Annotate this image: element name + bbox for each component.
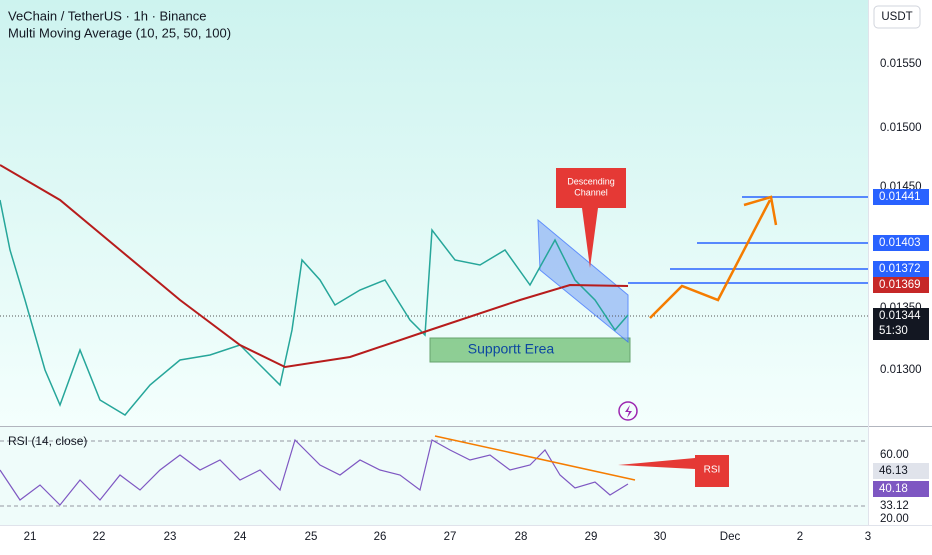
time-axis: 21 22 23 24 25 26 27 28 29 30 Dec 2 3 <box>24 531 872 543</box>
price-label: 0.01550 <box>880 58 922 70</box>
callout-text: Descending <box>567 176 615 186</box>
indicator-label: Multi Moving Average (10, 25, 50, 100) <box>8 25 231 40</box>
date-label: 3 <box>865 531 871 543</box>
channel-callout <box>556 168 626 268</box>
date-label: 21 <box>24 531 37 543</box>
date-label: 25 <box>305 531 318 543</box>
date-label: 26 <box>374 531 387 543</box>
price-line <box>0 199 629 416</box>
alert-icon[interactable] <box>618 401 638 421</box>
arrow-head <box>743 195 778 226</box>
level-box <box>873 261 929 277</box>
rsi-callout-text: RSI <box>704 465 721 476</box>
date-label: 24 <box>234 531 247 543</box>
level-label: 0.01441 <box>879 191 921 203</box>
rsi-title: RSI (14, close) <box>8 434 87 448</box>
last-price-box <box>873 308 929 340</box>
date-label: 22 <box>93 531 106 543</box>
rsi-label: 20.00 <box>880 513 909 525</box>
rsi-label: 60.00 <box>880 449 909 461</box>
projection-arrow <box>649 199 772 319</box>
rsi-trendline <box>434 435 636 481</box>
price-label: 0.01500 <box>880 122 922 134</box>
rsi-current-box <box>873 481 929 497</box>
price-label: 0.01300 <box>880 364 922 376</box>
level-label: 0.01403 <box>879 237 921 249</box>
rsi-callout <box>618 455 729 487</box>
support-label: Supportt Erea <box>468 341 555 357</box>
date-label: 2 <box>797 531 803 543</box>
date-label: 28 <box>515 531 528 543</box>
rsi-current: 40.18 <box>879 483 908 495</box>
date-label: Dec <box>720 531 741 543</box>
date-label: 27 <box>444 531 457 543</box>
moving-average <box>0 164 629 369</box>
ma-price-label: 0.01369 <box>879 279 921 291</box>
level-label: 0.01372 <box>879 263 921 275</box>
chart-title: VeChain / TetherUS · 1h · Binance <box>8 8 207 23</box>
rsi-label: 33.12 <box>880 500 909 512</box>
rsi-line <box>0 438 629 506</box>
date-label: 23 <box>164 531 177 543</box>
currency-box[interactable] <box>873 5 921 29</box>
support-zone <box>429 337 631 363</box>
level-box <box>873 235 929 251</box>
countdown: 51:30 <box>879 325 908 337</box>
currency: USDT <box>881 11 912 23</box>
lightning <box>625 405 632 418</box>
ma-box <box>873 277 929 293</box>
rsi-ma-box <box>873 463 929 479</box>
callout-text: Channel <box>574 187 608 197</box>
level-box <box>873 189 929 205</box>
last-price: 0.01344 <box>879 310 921 322</box>
rsi-ma: 46.13 <box>879 465 908 477</box>
date-label: 29 <box>585 531 598 543</box>
date-label: 30 <box>654 531 667 543</box>
